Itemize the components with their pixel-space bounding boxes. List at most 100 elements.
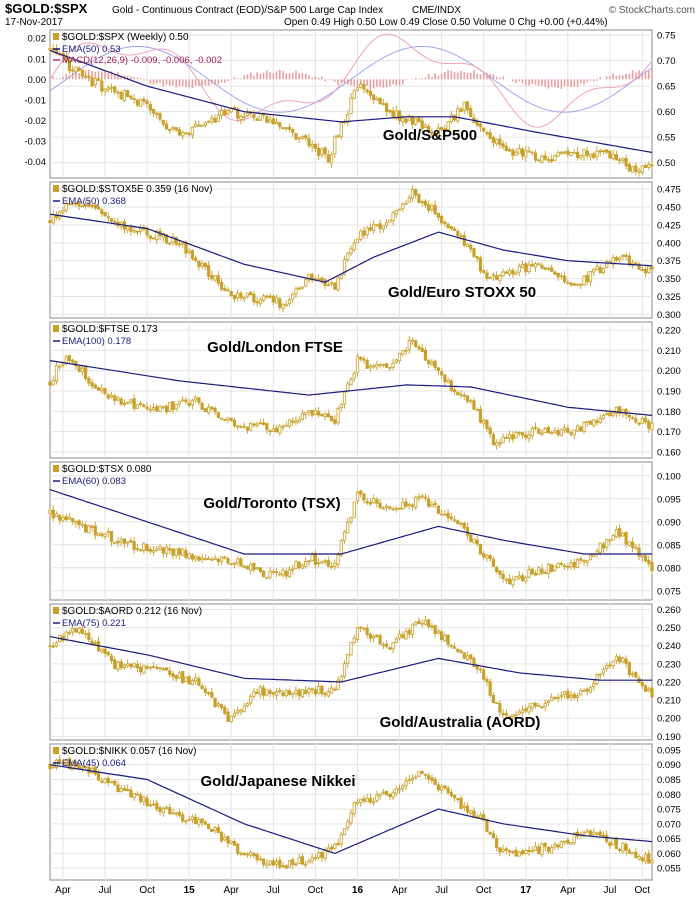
candle-body (132, 98, 136, 100)
candle-body (524, 708, 528, 712)
candle-body (313, 143, 317, 149)
candle-body (605, 261, 609, 269)
candle-body (611, 154, 615, 160)
candle-body (511, 149, 515, 156)
candle-body (135, 793, 139, 796)
candle-body (77, 627, 81, 633)
candle-body (116, 397, 120, 401)
candle-body (339, 676, 343, 682)
candle-body (397, 633, 402, 639)
candle-body (501, 848, 505, 852)
candle-body (372, 498, 376, 504)
candle-body (627, 662, 631, 676)
candle-body (433, 133, 437, 135)
candle-body (284, 570, 288, 577)
candle-body (404, 118, 408, 123)
candle-body (329, 846, 334, 850)
candle-body (614, 655, 618, 661)
candle-body (556, 430, 560, 436)
chart-exchange: CME/INDX (412, 5, 461, 16)
candle-body (465, 527, 470, 536)
candle-body (106, 394, 110, 399)
candle-body (440, 631, 444, 640)
candle-body (210, 691, 214, 698)
candle-body (200, 557, 204, 560)
candle-body (84, 366, 88, 379)
candle-body (385, 103, 389, 112)
candle-body (485, 555, 489, 559)
candle-body (203, 122, 207, 126)
candle-body (572, 832, 576, 844)
y-tick-label: 0.70 (657, 56, 676, 67)
candle-body (423, 200, 428, 206)
candle-body (611, 411, 615, 416)
candle-body (268, 119, 272, 123)
candle-body (507, 715, 512, 718)
candle-body (96, 387, 101, 391)
candle-body (339, 540, 343, 556)
candle-body (465, 805, 470, 813)
candle-body (407, 339, 411, 350)
candle-body (452, 794, 457, 799)
candle-body (174, 404, 178, 410)
candle-body (268, 570, 272, 578)
macd-tick-label: -0.01 (24, 95, 46, 106)
candle-body (103, 778, 107, 784)
candle-body (232, 841, 237, 846)
candle-body (585, 150, 589, 156)
chart-description: Gold - Continuous Contract (EOD)/S&P 500… (112, 5, 383, 16)
candle-body (291, 420, 295, 423)
candle-body (482, 669, 486, 680)
candle-body (582, 832, 586, 835)
candle-body (213, 407, 217, 413)
candle-body (64, 202, 68, 211)
candle-body (530, 427, 534, 437)
candle-body (634, 418, 638, 423)
candle-body (530, 568, 534, 575)
candle-body (546, 268, 551, 271)
candle-body (517, 432, 521, 434)
y-tick-label: 0.300 (657, 310, 681, 321)
candle-body (469, 108, 473, 118)
candle-body (320, 561, 324, 564)
candle-body (287, 690, 292, 695)
candle-body (608, 664, 612, 667)
candle-body (103, 648, 107, 654)
candle-body (223, 706, 227, 714)
candle-body (333, 136, 337, 155)
candle-body (507, 578, 512, 584)
x-tick-label: Apr (560, 885, 576, 896)
candle-body (74, 761, 78, 767)
candle-body (491, 833, 496, 838)
candle-body (452, 115, 457, 121)
candle-body (420, 495, 424, 498)
candle-body (540, 843, 544, 856)
candle-body (307, 860, 311, 864)
candle-body (216, 703, 220, 707)
candle-body (524, 850, 528, 854)
candle-body (229, 418, 233, 421)
candle-body (80, 766, 84, 769)
candle-body (524, 434, 528, 438)
candle-body (530, 264, 534, 267)
candle-body (381, 363, 385, 366)
macd-tick-label: 0.02 (28, 34, 47, 45)
candle-body (249, 695, 253, 704)
candle-body (113, 221, 117, 223)
candle-body (643, 269, 648, 274)
candle-body (394, 638, 398, 643)
candle-body (449, 645, 453, 648)
candle-body (329, 154, 334, 164)
candle-body (459, 650, 463, 653)
candle-body (226, 417, 230, 421)
candle-body (553, 155, 557, 161)
candle-body (310, 274, 314, 281)
candle-body (550, 696, 554, 701)
candle-body (592, 153, 596, 159)
candle-body (181, 814, 185, 822)
candle-body (391, 362, 395, 368)
candle-body (452, 389, 457, 392)
candle-body (537, 567, 541, 575)
candle-body (401, 203, 405, 210)
candle-body (650, 266, 654, 270)
